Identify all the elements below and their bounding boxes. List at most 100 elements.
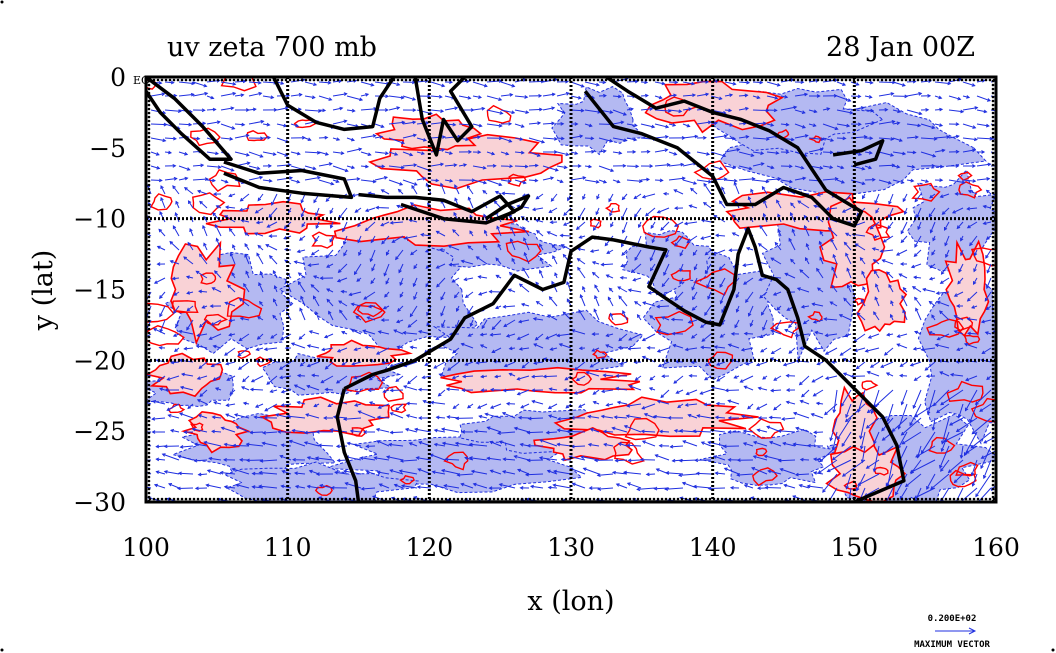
wind-vector-head bbox=[934, 521, 937, 524]
wind-vector-head bbox=[163, 470, 168, 474]
wind-vector bbox=[521, 303, 530, 307]
wind-vector-head bbox=[368, 401, 373, 405]
wind-vector-head bbox=[896, 121, 901, 126]
wind-vector-head bbox=[184, 151, 189, 156]
wind-vector-head bbox=[443, 484, 448, 488]
wind-vector bbox=[878, 81, 896, 83]
wind-vector bbox=[454, 184, 460, 195]
wind-vector bbox=[808, 123, 816, 127]
wind-vector-head bbox=[729, 485, 734, 490]
wind-vector bbox=[276, 123, 287, 127]
wind-vector bbox=[966, 445, 978, 454]
wind-vector bbox=[626, 80, 638, 83]
wind-vector-head bbox=[159, 210, 163, 215]
wind-vector-head bbox=[772, 514, 775, 517]
wind-vector-head bbox=[965, 450, 970, 454]
frame-dot bbox=[400, 78, 404, 82]
wind-vector bbox=[199, 201, 208, 209]
wind-vector-head bbox=[379, 526, 382, 529]
wind-vector bbox=[239, 333, 250, 341]
wind-vector bbox=[962, 123, 976, 129]
wind-vector bbox=[508, 214, 516, 223]
wind-vector-head bbox=[620, 120, 625, 125]
wind-vector bbox=[780, 179, 793, 183]
wind-vector-head bbox=[1000, 153, 1003, 156]
frame-dot bbox=[147, 327, 151, 331]
frame-dot bbox=[604, 497, 608, 501]
y-tick-label: −5 bbox=[89, 134, 126, 163]
wind-vector-head bbox=[516, 376, 521, 381]
frame-dot bbox=[496, 78, 500, 82]
wind-vector bbox=[784, 273, 796, 279]
wind-vector-head bbox=[426, 322, 430, 327]
wind-vector bbox=[172, 225, 180, 237]
wind-vector-head bbox=[306, 344, 311, 348]
wind-vector bbox=[338, 207, 348, 219]
wind-vector-head bbox=[577, 95, 582, 100]
wind-vector bbox=[539, 457, 558, 461]
wind-vector-head bbox=[211, 178, 216, 183]
wind-vector-head bbox=[896, 164, 901, 169]
wind-vector bbox=[157, 246, 166, 251]
wind-vector bbox=[892, 81, 906, 87]
wind-vector bbox=[556, 137, 564, 140]
wind-vector bbox=[976, 501, 977, 502]
frame-dot bbox=[404, 497, 408, 501]
wind-vector bbox=[472, 165, 486, 169]
wind-vector-head bbox=[640, 429, 645, 434]
wind-vector-head bbox=[505, 151, 510, 156]
wind-vector-head bbox=[169, 526, 172, 529]
wind-vector bbox=[345, 482, 362, 489]
wind-vector bbox=[914, 487, 922, 502]
wind-vector-head bbox=[897, 109, 902, 114]
wind-vector bbox=[711, 386, 726, 391]
wind-vector-head bbox=[736, 472, 741, 477]
frame-dot bbox=[940, 497, 944, 501]
wind-vector-head bbox=[299, 307, 303, 312]
wind-vector-head bbox=[383, 176, 389, 180]
wind-vector-head bbox=[486, 456, 491, 461]
frame-dot bbox=[147, 171, 151, 175]
wind-vector-head bbox=[719, 166, 724, 171]
wind-vector-head bbox=[425, 265, 430, 269]
frame-dot bbox=[492, 497, 496, 501]
wind-vector-head bbox=[940, 271, 945, 275]
frame-dot bbox=[991, 131, 995, 135]
wind-vector bbox=[241, 219, 250, 223]
wind-vector bbox=[960, 445, 964, 458]
wind-vector bbox=[609, 207, 614, 216]
wind-vector bbox=[452, 375, 460, 379]
wind-vector-head bbox=[363, 430, 367, 434]
frame-dot bbox=[200, 497, 204, 501]
wind-vector-head bbox=[498, 440, 503, 444]
wind-vector-head bbox=[179, 525, 182, 528]
wind-vector bbox=[899, 487, 908, 500]
wind-vector-head bbox=[986, 98, 991, 102]
frame-dot bbox=[700, 78, 704, 82]
wind-vector-head bbox=[777, 527, 780, 530]
wind-vector bbox=[792, 229, 796, 237]
frame-dot bbox=[712, 497, 716, 501]
wind-vector-head bbox=[915, 454, 919, 458]
wind-vector bbox=[415, 428, 432, 433]
frame-dot bbox=[592, 497, 596, 501]
wind-vector-head bbox=[480, 388, 485, 393]
wind-vector-head bbox=[831, 284, 835, 289]
frame-dot bbox=[991, 179, 995, 183]
wind-vector-head bbox=[614, 529, 617, 532]
wind-vector-head bbox=[310, 527, 313, 530]
wind-vector bbox=[197, 375, 208, 380]
wind-vector-head bbox=[847, 98, 852, 102]
wind-vector-head bbox=[494, 374, 499, 379]
frame-dot bbox=[692, 78, 696, 82]
wind-vector-head bbox=[433, 442, 438, 447]
wind-vector bbox=[150, 93, 165, 97]
wind-vector-head bbox=[589, 364, 594, 368]
wind-vector bbox=[240, 193, 250, 202]
wind-vector-head bbox=[276, 516, 279, 519]
wind-vector-head bbox=[503, 363, 508, 368]
wind-vector bbox=[692, 291, 698, 300]
frame-dot bbox=[584, 78, 588, 82]
wind-vector-head bbox=[694, 458, 699, 463]
